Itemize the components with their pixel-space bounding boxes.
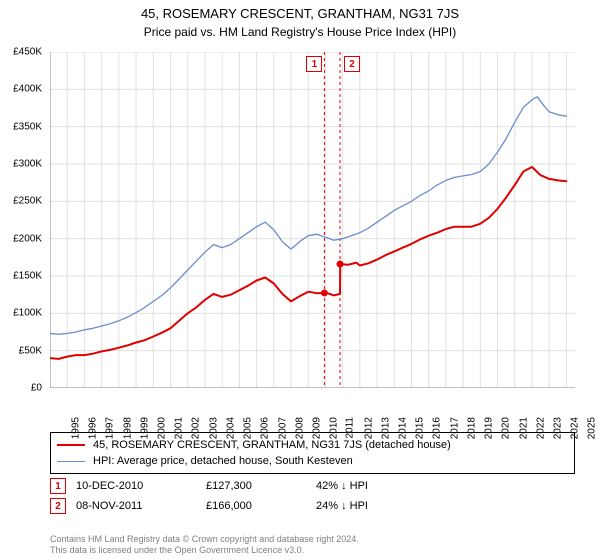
- y-tick-label: £350K: [13, 121, 42, 132]
- chart-container: { "title": "45, ROSEMARY CRESCENT, GRANT…: [0, 0, 600, 560]
- marker-badge-2: 2: [50, 498, 66, 514]
- footer-attribution: Contains HM Land Registry data © Crown c…: [50, 534, 575, 557]
- y-tick-label: £100K: [13, 308, 42, 319]
- y-tick-label: £400K: [13, 84, 42, 95]
- y-axis-labels: £0£50K£100K£150K£200K£250K£300K£350K£400…: [0, 52, 45, 388]
- marker-row-2: 2 08-NOV-2011 £166,000 24% ↓ HPI: [50, 496, 575, 516]
- x-tick-label: 2025: [587, 417, 598, 439]
- legend-item-property: 45, ROSEMARY CRESCENT, GRANTHAM, NG31 7J…: [57, 437, 568, 453]
- marker-table: 1 10-DEC-2010 £127,300 42% ↓ HPI 2 08-NO…: [50, 476, 575, 516]
- marker-diff-1: 42% ↓ HPI: [316, 480, 446, 492]
- y-tick-label: £250K: [13, 196, 42, 207]
- y-tick-label: £150K: [13, 271, 42, 282]
- plot-area: 12: [50, 52, 575, 388]
- y-tick-label: £0: [31, 383, 42, 394]
- on-chart-marker-1: 1: [306, 56, 322, 72]
- legend: 45, ROSEMARY CRESCENT, GRANTHAM, NG31 7J…: [50, 432, 575, 474]
- chart-subtitle: Price paid vs. HM Land Registry's House …: [0, 23, 600, 39]
- marker-price-2: £166,000: [206, 500, 316, 512]
- y-tick-label: £450K: [13, 47, 42, 58]
- marker-badge-1: 1: [50, 478, 66, 494]
- legend-label-property: 45, ROSEMARY CRESCENT, GRANTHAM, NG31 7J…: [93, 439, 451, 451]
- marker-labels-on-chart: 12: [50, 52, 575, 388]
- y-tick-label: £50K: [19, 345, 42, 356]
- footer-line-1: Contains HM Land Registry data © Crown c…: [50, 534, 575, 545]
- legend-label-hpi: HPI: Average price, detached house, Sout…: [93, 455, 353, 467]
- footer-line-2: This data is licensed under the Open Gov…: [50, 545, 575, 556]
- x-axis-labels: 1995199619971998199920002001200220032004…: [50, 392, 575, 422]
- legend-swatch-property: [57, 444, 85, 446]
- legend-swatch-hpi: [57, 461, 85, 462]
- marker-price-1: £127,300: [206, 480, 316, 492]
- marker-date-2: 08-NOV-2011: [76, 500, 206, 512]
- marker-diff-2: 24% ↓ HPI: [316, 500, 446, 512]
- on-chart-marker-2: 2: [344, 56, 360, 72]
- marker-row-1: 1 10-DEC-2010 £127,300 42% ↓ HPI: [50, 476, 575, 496]
- chart-title: 45, ROSEMARY CRESCENT, GRANTHAM, NG31 7J…: [0, 0, 600, 23]
- marker-date-1: 10-DEC-2010: [76, 480, 206, 492]
- y-tick-label: £300K: [13, 159, 42, 170]
- legend-item-hpi: HPI: Average price, detached house, Sout…: [57, 453, 568, 469]
- y-tick-label: £200K: [13, 233, 42, 244]
